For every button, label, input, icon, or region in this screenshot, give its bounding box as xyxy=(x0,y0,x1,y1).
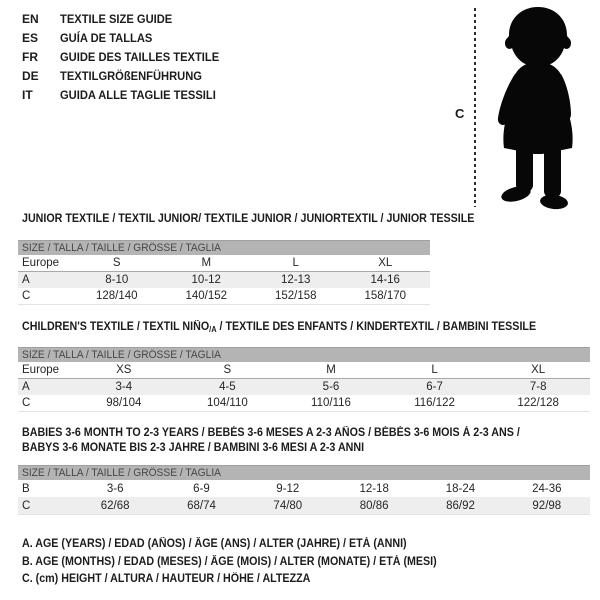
row-label: C xyxy=(22,397,31,409)
cell: 14-16 xyxy=(370,274,400,286)
cell: 98/104 xyxy=(106,397,142,409)
cell: 86/92 xyxy=(446,499,475,512)
cell: 4-5 xyxy=(219,381,236,393)
row-label: C xyxy=(22,290,31,302)
note-age-months: B. AGE (MONTHS) / EDAD (MESES) / ÂGE (MO… xyxy=(22,555,437,568)
cell: 158/170 xyxy=(364,290,407,302)
cell: 9-12 xyxy=(276,482,300,495)
baby-height-figure: C xyxy=(448,0,600,216)
cell: 3-4 xyxy=(115,381,133,393)
cell: 116/122 xyxy=(414,397,455,409)
language-title: GUIDE DES TAILLES TEXTILE xyxy=(60,49,220,64)
table-row-c: C 128/140 140/152 152/158 158/170 xyxy=(18,288,430,305)
baby-silhouette-icon xyxy=(497,7,573,210)
table-row-c: C 62/68 68/74 74/80 80/86 86/92 92/98 xyxy=(18,497,590,515)
language-title: GUIDA ALLE TAGLIE TESSILI xyxy=(60,87,216,102)
row-label: B xyxy=(22,482,30,495)
cell: L xyxy=(292,257,299,269)
cell: 6-7 xyxy=(426,381,443,393)
language-code: FR xyxy=(22,49,38,64)
height-dashed-line xyxy=(474,8,476,207)
cell: 68/74 xyxy=(187,499,216,512)
cell: XL xyxy=(531,364,546,376)
cell: 80/86 xyxy=(359,499,389,512)
cell: S xyxy=(112,257,121,269)
table-row-europe: Europe XS S M L XL xyxy=(18,362,590,379)
babies-size-table: SIZE / TALLA / TAILLE / GRÖSSE / TAGLIA … xyxy=(18,465,590,515)
row-label: A xyxy=(22,381,30,393)
language-title: TEXTILGRÖßENFÜHRUNG xyxy=(60,68,202,83)
cell: M xyxy=(326,364,336,376)
language-header: EN TEXTILE SIZE GUIDE ES GUÍA DE TALLAS … xyxy=(22,9,231,104)
cell: S xyxy=(223,364,232,376)
title-subscript: /A xyxy=(209,325,217,334)
note-height-cm: C. (cm) HEIGHT / ALTURA / HAUTEUR / HÖHE… xyxy=(22,573,311,585)
cell: 74/80 xyxy=(273,499,303,512)
children-size-table: SIZE / TALLA / TAILLE / GRÖSSE / TAGLIA … xyxy=(18,347,590,412)
cell: 6-9 xyxy=(193,482,210,495)
cell: 18-24 xyxy=(445,482,476,495)
table-row-a: A 8-10 10-12 12-13 14-16 xyxy=(18,272,430,288)
size-header-bar: SIZE / TALLA / TAILLE / GRÖSSE / TAGLIA xyxy=(18,347,590,362)
children-table-title: CHILDREN'S TEXTILE / TEXTIL NIÑO/A / TEX… xyxy=(22,321,537,334)
cell: 12-18 xyxy=(359,482,389,495)
note-age-years: A. AGE (YEARS) / EDAD (AÑOS) / ÂGE (ANS)… xyxy=(22,538,407,550)
language-code: DE xyxy=(22,68,39,83)
table-row-a: A 3-4 4-5 5-6 6-7 7-8 xyxy=(18,379,590,395)
language-row-en: EN TEXTILE SIZE GUIDE xyxy=(22,9,231,28)
cell: 62/68 xyxy=(100,499,130,512)
language-code: ES xyxy=(22,30,39,45)
cell: 128/140 xyxy=(95,290,138,302)
cell: 7-8 xyxy=(529,381,547,393)
language-row-de: DE TEXTILGRÖßENFÜHRUNG xyxy=(22,66,231,85)
height-measure-label: C xyxy=(455,106,465,121)
row-label: C xyxy=(22,499,31,512)
cell: XS xyxy=(116,364,132,376)
cell: 12-13 xyxy=(281,274,311,286)
cell: 110/116 xyxy=(311,397,351,409)
language-row-es: ES GUÍA DE TALLAS xyxy=(22,28,231,47)
row-label: Europe xyxy=(22,257,60,269)
junior-size-table: SIZE / TALLA / TAILLE / GRÖSSE / TAGLIA … xyxy=(18,240,430,305)
babies-table-title: BABIES 3-6 MONTH TO 2-3 YEARS / BEBÉS 3-… xyxy=(22,427,520,454)
table-row-europe: Europe S M L XL xyxy=(18,255,430,272)
language-code: EN xyxy=(22,11,39,26)
size-header-bar: SIZE / TALLA / TAILLE / GRÖSSE / TAGLIA xyxy=(18,240,430,255)
size-header-bar: SIZE / TALLA / TAILLE / GRÖSSE / TAGLIA xyxy=(18,465,590,480)
junior-table-title: JUNIOR TEXTILE / TEXTIL JUNIOR/ TEXTILE … xyxy=(22,213,475,225)
cell: 24-36 xyxy=(532,482,562,495)
row-label: Europe xyxy=(22,364,60,376)
language-code: IT xyxy=(22,87,33,102)
row-label: A xyxy=(22,274,30,286)
cell: 104/110 xyxy=(207,397,248,409)
cell: 8-10 xyxy=(105,274,129,286)
cell: 3-6 xyxy=(106,482,124,495)
language-title: TEXTILE SIZE GUIDE xyxy=(60,11,173,26)
language-row-it: IT GUIDA ALLE TAGLIE TESSILI xyxy=(22,85,231,104)
cell: M xyxy=(201,257,212,269)
legend-notes: A. AGE (YEARS) / EDAD (AÑOS) / ÂGE (ANS)… xyxy=(22,538,468,591)
table-row-c: C 98/104 104/110 110/116 116/122 122/128 xyxy=(18,395,590,412)
cell: 140/152 xyxy=(185,290,228,302)
cell: 122/128 xyxy=(517,397,559,409)
table-row-b: B 3-6 6-9 9-12 12-18 18-24 24-36 xyxy=(18,480,590,497)
cell: XL xyxy=(378,257,393,269)
language-row-fr: FR GUIDE DES TAILLES TEXTILE xyxy=(22,47,231,66)
cell: 92/98 xyxy=(532,499,562,512)
cell: 152/158 xyxy=(274,290,317,302)
cell: L xyxy=(431,364,438,376)
language-title: GUÍA DE TALLAS xyxy=(60,30,153,45)
cell: 10-12 xyxy=(191,274,221,286)
cell: 5-6 xyxy=(322,381,340,393)
